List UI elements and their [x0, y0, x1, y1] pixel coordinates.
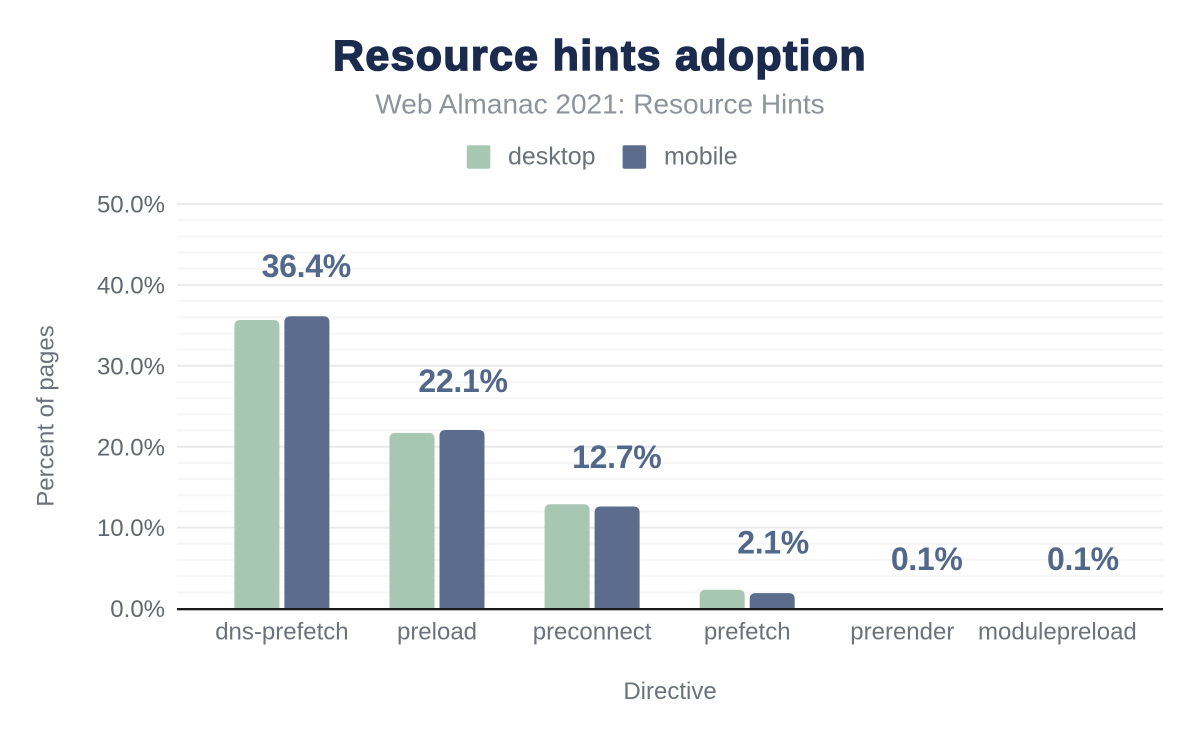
svg-text:0.0%: 0.0% [110, 596, 165, 623]
svg-text:Percent of pages: Percent of pages [33, 325, 60, 506]
svg-text:0.1%: 0.1% [1047, 541, 1119, 577]
svg-text:50.0%: 50.0% [97, 192, 165, 219]
svg-text:20.0%: 20.0% [97, 434, 165, 461]
svg-text:36.4%: 36.4% [262, 248, 351, 284]
svg-text:Web Almanac 2021: Resource Hin: Web Almanac 2021: Resource Hints [375, 89, 824, 120]
svg-text:12.7%: 12.7% [572, 439, 661, 475]
svg-text:10.0%: 10.0% [97, 515, 165, 542]
svg-text:40.0%: 40.0% [97, 273, 165, 300]
svg-text:prefetch: prefetch [704, 619, 791, 646]
svg-text:0.1%: 0.1% [891, 541, 963, 577]
svg-text:dns-prefetch: dns-prefetch [215, 619, 348, 646]
svg-text:2.1%: 2.1% [737, 524, 809, 560]
svg-text:Resource hints adoption: Resource hints adoption [333, 32, 867, 80]
svg-text:Directive: Directive [623, 678, 716, 705]
svg-text:preload: preload [397, 619, 477, 646]
svg-text:22.1%: 22.1% [418, 363, 507, 399]
svg-text:prerender: prerender [850, 619, 954, 646]
svg-text:30.0%: 30.0% [97, 353, 165, 380]
svg-text:mobile: mobile [664, 143, 738, 171]
svg-text:modulepreload: modulepreload [978, 619, 1137, 646]
svg-text:preconnect: preconnect [533, 619, 652, 646]
svg-text:desktop: desktop [508, 143, 596, 171]
